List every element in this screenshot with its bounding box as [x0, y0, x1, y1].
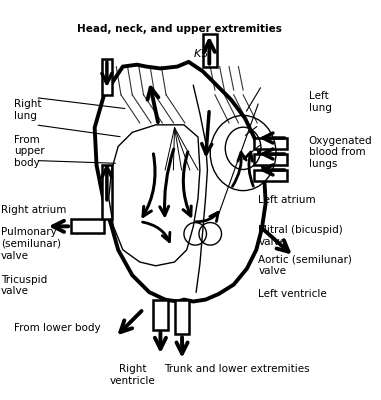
- Polygon shape: [255, 154, 287, 165]
- Polygon shape: [255, 170, 287, 181]
- Text: Mitral (bicuspid)
valve: Mitral (bicuspid) valve: [258, 225, 343, 246]
- Text: Head, neck, and upper extremities: Head, neck, and upper extremities: [77, 24, 282, 34]
- Polygon shape: [102, 165, 112, 219]
- Polygon shape: [255, 138, 287, 149]
- Polygon shape: [203, 34, 217, 66]
- Text: $\mathit{K3}$: $\mathit{K3}$: [193, 47, 209, 59]
- Text: Trunk and lower extremities: Trunk and lower extremities: [164, 364, 310, 374]
- Text: Oxygenated
blood from
lungs: Oxygenated blood from lungs: [309, 136, 372, 169]
- Polygon shape: [71, 219, 104, 233]
- Text: Tricuspid
valve: Tricuspid valve: [1, 274, 47, 296]
- Polygon shape: [102, 59, 112, 95]
- Polygon shape: [174, 300, 189, 334]
- Polygon shape: [94, 62, 266, 302]
- Text: From lower body: From lower body: [14, 323, 101, 333]
- Text: Right
ventricle: Right ventricle: [110, 364, 155, 386]
- Text: Aortic (semilunar)
valve: Aortic (semilunar) valve: [258, 254, 352, 276]
- Text: Left ventricle: Left ventricle: [258, 289, 327, 299]
- Text: Right
lung: Right lung: [14, 99, 42, 121]
- Text: From
upper
body: From upper body: [14, 134, 45, 168]
- Polygon shape: [153, 300, 168, 330]
- Text: Left atrium: Left atrium: [258, 195, 316, 205]
- Text: Pulmonary
(semilunar)
valve: Pulmonary (semilunar) valve: [1, 227, 61, 260]
- Text: Right atrium: Right atrium: [1, 205, 66, 215]
- Text: Left
lung: Left lung: [309, 92, 331, 113]
